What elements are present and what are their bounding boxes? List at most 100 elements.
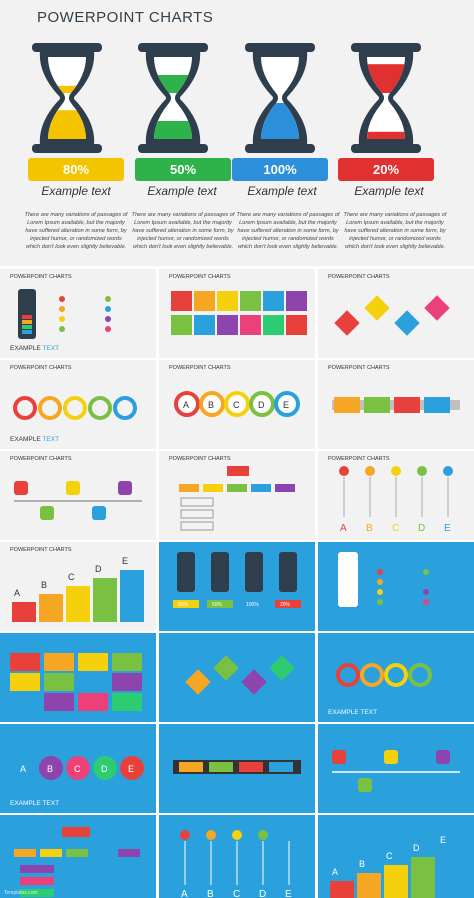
legend-dot xyxy=(105,326,111,332)
gauge-caption: Example text xyxy=(247,184,317,198)
stair-letter: A xyxy=(332,867,338,877)
slide-thumbnail[interactable]: POWERPOINT CHARTS EXAMPLE TEXT xyxy=(0,360,156,449)
slide-thumbnail[interactable]: A B C D E POWERPOINT CHARTS xyxy=(0,542,156,631)
mini-hourglass-icon xyxy=(211,552,229,592)
hero-slide: POWERPOINT CHARTS 80% Example text There a… xyxy=(0,0,474,266)
hourglass-icon xyxy=(32,43,102,153)
slide-thumbnail[interactable]: 80% 50% 100% 20% xyxy=(159,542,315,631)
thumbnail-title: POWERPOINT CHARTS xyxy=(328,365,390,371)
icon-tile xyxy=(44,653,74,671)
thumbnail-footer: EXAMPLE TEXT xyxy=(10,345,59,352)
slide-thumbnail[interactable]: POWERPOINT CHARTS xyxy=(159,269,315,358)
slide-thumbnail[interactable]: POWERPOINT CHARTS EXAMPLE TEXT xyxy=(0,269,156,358)
slide-thumbnail[interactable] xyxy=(0,633,156,722)
slide-thumbnail[interactable]: A B C D E xyxy=(159,815,315,898)
pin-letter: D xyxy=(418,523,425,534)
gauge-description: There are many variations of passages of… xyxy=(236,212,340,250)
legend-dot xyxy=(105,296,111,302)
slide-thumbnail[interactable] xyxy=(159,724,315,813)
diamond-step xyxy=(213,655,239,681)
org-top-node xyxy=(62,827,90,837)
pin-icon xyxy=(443,466,453,476)
slide-thumbnail[interactable]: A B C D E POWERPOINT CHARTS xyxy=(318,451,474,540)
icon-tile xyxy=(78,653,108,671)
thumbnail-graphic xyxy=(332,750,460,792)
wave-ring xyxy=(38,396,62,420)
pin-letter: B xyxy=(207,889,214,898)
legend-dot xyxy=(423,569,429,575)
footer-accent: TEXT xyxy=(42,436,60,443)
slide-thumbnail[interactable]: A B C D E xyxy=(318,815,474,898)
process-step xyxy=(209,762,233,772)
org-node xyxy=(179,484,199,492)
icon-tile xyxy=(240,315,261,335)
org-node xyxy=(203,484,223,492)
slide-thumbnail[interactable]: A B C D E POWERPOINT CHARTS xyxy=(159,360,315,449)
mini-percent-bar xyxy=(241,600,267,608)
page-title: POWERPOINT CHARTS xyxy=(37,9,214,26)
slide-thumbnail[interactable]: A B C D E EXAMPLE TEXT xyxy=(0,724,156,813)
mini-sand-band xyxy=(22,325,32,329)
slide-thumbnail[interactable]: POWERPOINT CHARTS xyxy=(159,451,315,540)
icon-tile xyxy=(171,291,192,311)
slide-thumbnail[interactable] xyxy=(318,542,474,631)
footer-accent: TEXT xyxy=(360,709,378,716)
thumbnail-title: POWERPOINT CHARTS xyxy=(10,365,72,371)
org-node xyxy=(227,484,247,492)
legend-dot xyxy=(377,599,383,605)
pin-letter: C xyxy=(392,523,399,534)
thumbnail-title: POWERPOINT CHARTS xyxy=(328,274,390,280)
stair-step xyxy=(120,570,144,622)
thumbnail-footer: EXAMPLE TEXT xyxy=(10,800,59,807)
icon-tile xyxy=(194,291,215,311)
hourglass-icon xyxy=(351,43,421,153)
sand-bottom xyxy=(154,121,192,139)
slide-thumbnail[interactable] xyxy=(159,633,315,722)
mini-percent-bar xyxy=(275,600,301,608)
diamond-step xyxy=(394,310,420,336)
ring-letter: C xyxy=(74,764,81,774)
percent-bar: 80% xyxy=(28,158,124,181)
slide-thumbnail[interactable] xyxy=(0,815,156,898)
thumbnail-graphic: A B C D E xyxy=(12,556,144,622)
org-sub-node xyxy=(180,521,214,531)
slide-thumbnail[interactable]: EXAMPLE TEXT xyxy=(318,633,474,722)
pin-letter: B xyxy=(366,523,373,534)
stair-letter: E xyxy=(122,556,128,566)
thumbnail-graphic: A B C D E xyxy=(12,756,144,780)
percent-bar: 20% xyxy=(338,158,434,181)
icon-tile xyxy=(263,291,284,311)
icon-tile xyxy=(10,693,40,711)
mini-percent-bar xyxy=(207,600,233,608)
mini-percent-bar xyxy=(173,600,199,608)
slide-thumbnail[interactable]: POWERPOINT CHARTS xyxy=(318,269,474,358)
thumbnail-title: POWERPOINT CHARTS xyxy=(169,365,231,371)
slide-thumbnail[interactable] xyxy=(318,724,474,813)
ring-letter: A xyxy=(183,400,189,410)
watermark: Templates.com xyxy=(4,890,38,896)
mini-percent: 80% xyxy=(178,602,189,608)
slide-thumbnail[interactable]: POWERPOINT CHARTS xyxy=(318,360,474,449)
thumbnail-graphic xyxy=(13,396,137,420)
wave-ring xyxy=(408,663,432,687)
org-node xyxy=(66,849,88,857)
thumbnail-graphic xyxy=(334,295,450,336)
legend-dot xyxy=(105,316,111,322)
letter-ring xyxy=(39,756,63,780)
legend-dot xyxy=(59,296,65,302)
gauge-description: There are many variations of passages of… xyxy=(131,212,235,250)
timeline-node xyxy=(332,750,346,764)
legend-dot xyxy=(377,579,383,585)
mini-hourglass-icon xyxy=(245,552,263,592)
mini-sand-band xyxy=(22,330,32,334)
org-sub-node xyxy=(20,877,54,885)
thumbnail-title: POWERPOINT CHARTS xyxy=(10,547,72,553)
slide-thumbnail[interactable]: POWERPOINT CHARTS xyxy=(0,451,156,540)
process-step xyxy=(269,762,293,772)
footer-prefix: EXAMPLE xyxy=(10,345,41,352)
pin-letter: D xyxy=(259,889,266,898)
stair-letter: E xyxy=(440,835,446,845)
pin-letter: C xyxy=(233,889,240,898)
ring-letter: A xyxy=(20,764,26,774)
thumbnail-graphic xyxy=(332,397,460,413)
